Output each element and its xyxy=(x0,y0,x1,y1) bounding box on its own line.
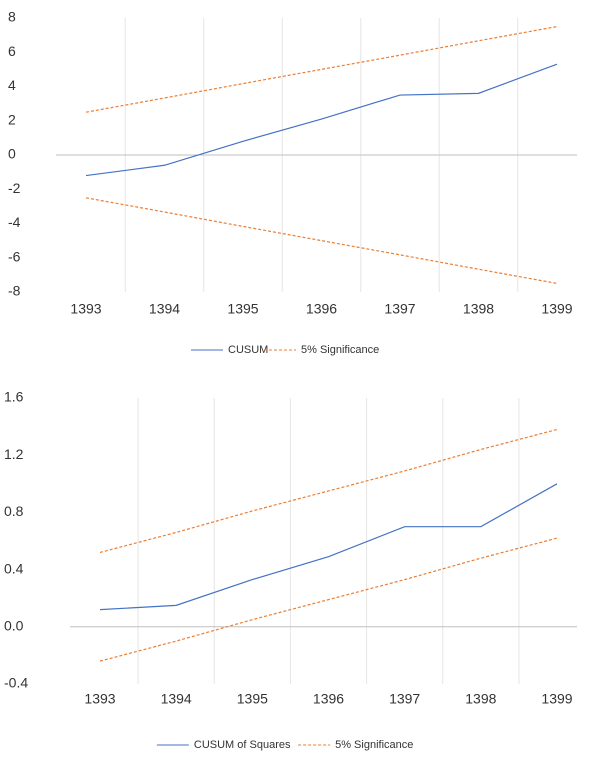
y-tick-label: -0.4 xyxy=(4,675,28,691)
y-tick-label: 0 xyxy=(8,146,16,162)
legend-label: 5% Significance xyxy=(335,739,413,751)
series-line xyxy=(86,64,557,175)
x-tick-label: 1399 xyxy=(541,691,572,707)
x-tick-label: 1397 xyxy=(384,301,415,317)
y-tick-label: 0.4 xyxy=(4,560,24,576)
x-tick-label: 1396 xyxy=(313,691,344,707)
y-tick-label: -2 xyxy=(8,180,21,196)
series-line xyxy=(86,27,557,113)
x-tick-label: 1396 xyxy=(306,301,337,317)
x-tick-label: 1397 xyxy=(389,691,420,707)
x-tick-label: 1394 xyxy=(161,691,192,707)
y-tick-label: 1.2 xyxy=(4,446,24,462)
y-tick-label: 6 xyxy=(8,43,16,59)
y-tick-label: -6 xyxy=(8,248,21,264)
x-tick-label: 1393 xyxy=(70,301,101,317)
legend-label: CUSUM xyxy=(228,344,268,356)
x-tick-label: 1399 xyxy=(541,301,572,317)
legend-label: CUSUM of Squares xyxy=(194,739,291,751)
y-tick-label: -8 xyxy=(8,283,21,299)
y-tick-label: 4 xyxy=(8,77,16,93)
y-tick-label: -4 xyxy=(8,214,21,230)
x-tick-label: 1398 xyxy=(463,301,494,317)
x-tick-label: 1394 xyxy=(149,301,180,317)
series-line xyxy=(86,198,557,284)
x-tick-label: 1395 xyxy=(227,301,258,317)
series-line xyxy=(100,429,557,552)
x-tick-label: 1398 xyxy=(465,691,496,707)
legend-label: 5% Significance xyxy=(301,344,379,356)
y-tick-label: 0.8 xyxy=(4,503,24,519)
y-tick-label: 1.6 xyxy=(4,389,24,405)
series-line xyxy=(100,484,557,610)
y-tick-label: 8 xyxy=(8,9,16,25)
y-tick-label: 0.0 xyxy=(4,618,24,634)
x-tick-label: 1393 xyxy=(84,691,115,707)
x-tick-label: 1395 xyxy=(237,691,268,707)
page: -8 -6 -4 -2 0 2 4 6 8 1393 1394 1395 1396 1397 1398 139… xyxy=(0,0,591,758)
y-tick-label: 2 xyxy=(8,111,16,127)
